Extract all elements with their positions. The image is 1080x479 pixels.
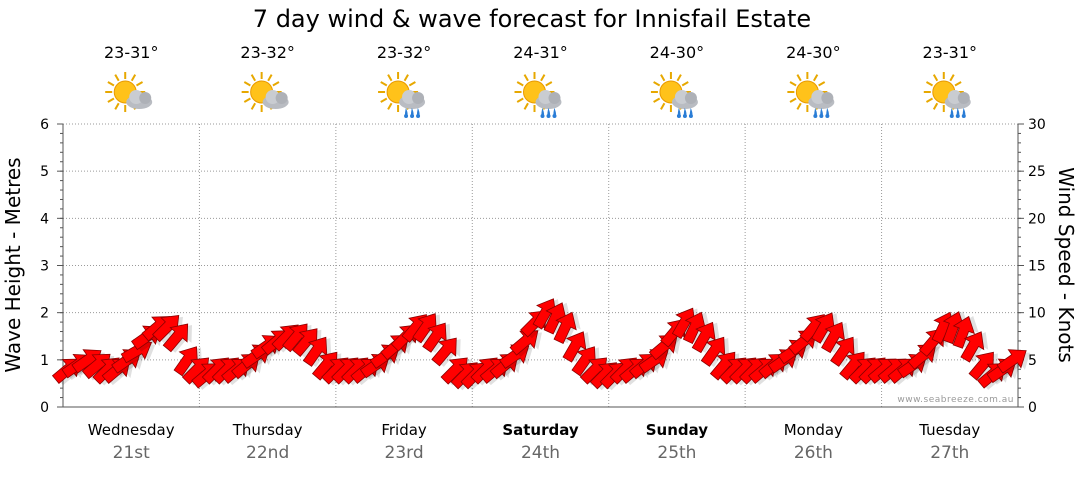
- wind-arrow: [691, 321, 720, 354]
- day-name-label: Monday: [784, 421, 843, 439]
- day-date-label: 23rd: [385, 443, 424, 463]
- axis-ticks: 0 1 2 3 4 5 6 0 5 10 15 20 25 30: [40, 117, 1046, 416]
- y-left-tick-label: 1: [40, 353, 49, 369]
- sun-cloud-rain-icon: [787, 72, 835, 118]
- wind-arrow: [821, 321, 849, 354]
- day-temperature: 23-32°: [377, 43, 432, 62]
- wind-arrow: [968, 351, 998, 382]
- day-name-label: Sunday: [646, 421, 709, 439]
- day-temperature: 23-32°: [240, 43, 295, 62]
- sun-cloud-icon: [105, 72, 153, 112]
- y-left-tick-label: 6: [40, 117, 49, 133]
- day-temperature: 23-31°: [104, 43, 159, 62]
- sun-cloud-rain-icon: [650, 72, 698, 118]
- y-left-tick-label: 2: [40, 306, 49, 322]
- wind-series: [51, 298, 1031, 391]
- day-name-label: Wednesday: [88, 421, 175, 439]
- wind-arrow: [562, 331, 591, 363]
- day-date-label: 26th: [794, 443, 833, 463]
- wind-arrow: [553, 311, 581, 344]
- y-right-axis-label: Wind Speed - Knots: [1054, 167, 1078, 363]
- sun-cloud-icon: [241, 72, 289, 112]
- y-left-tick-label: 4: [40, 211, 49, 227]
- wind-arrow: [120, 339, 156, 366]
- chart-title: 7 day wind & wave forecast for Innisfail…: [253, 5, 811, 33]
- wind-arrow: [952, 315, 979, 349]
- day-temperature: 24-30°: [786, 43, 841, 62]
- credit-text: www.seabreeze.com.au: [897, 395, 1014, 405]
- day-date-label: 21st: [113, 443, 150, 463]
- day-date-label: 25th: [657, 443, 696, 463]
- y-left-tick-label: 0: [40, 400, 49, 416]
- y-right-tick-label: 5: [1028, 353, 1037, 369]
- wind-arrow: [162, 323, 193, 353]
- y-right-tick-label: 15: [1028, 259, 1046, 275]
- y-left-tick-label: 5: [40, 164, 49, 180]
- wind-arrow: [996, 349, 1031, 376]
- wind-arrow: [422, 322, 451, 353]
- y-right-tick-label: 10: [1028, 306, 1046, 322]
- day-date-label: 24th: [521, 443, 560, 463]
- wind-arrow: [509, 330, 542, 357]
- wind-arrow: [302, 336, 332, 368]
- day-name-label: Saturday: [502, 421, 579, 439]
- wind-arrow: [571, 346, 600, 377]
- wind-arrow: [152, 315, 184, 344]
- y-left-axis-label: Wave Height - Metres: [1, 157, 25, 372]
- y-right-tick-label: 20: [1028, 211, 1046, 227]
- day-temperature: 23-31°: [923, 43, 978, 62]
- sun-cloud-rain-icon: [514, 72, 562, 118]
- y-right-tick-label: 0: [1028, 400, 1037, 416]
- y-right-tick-label: 30: [1028, 117, 1046, 133]
- day-forecast-headers: 23-31° 23-32° 23-32° 24-31° 24-30° 24-30° 23-3…: [104, 43, 977, 118]
- day-name-label: Tuesday: [918, 421, 980, 439]
- sun-cloud-rain-icon: [378, 72, 426, 118]
- y-left-tick-label: 3: [40, 259, 49, 275]
- day-name-label: Thursday: [232, 421, 303, 439]
- wind-arrow: [431, 337, 461, 367]
- day-temperature: 24-31°: [513, 43, 568, 62]
- day-date-label: 27th: [930, 443, 969, 463]
- wind-arrow: [700, 336, 730, 368]
- sun-cloud-rain-icon: [923, 72, 971, 118]
- day-labels: Wednesday 21st Thursday 22nd Friday 23rd Satur…: [88, 421, 981, 463]
- wind-arrow: [830, 336, 859, 368]
- day-temperature: 24-30°: [650, 43, 705, 62]
- wind-arrow: [292, 328, 322, 358]
- wind-arrow: [960, 331, 989, 363]
- y-right-tick-label: 25: [1028, 164, 1046, 180]
- wind-arrow: [942, 311, 969, 345]
- day-date-label: 22nd: [246, 443, 289, 463]
- day-name-label: Friday: [381, 421, 427, 439]
- wind-arrow: [173, 346, 202, 377]
